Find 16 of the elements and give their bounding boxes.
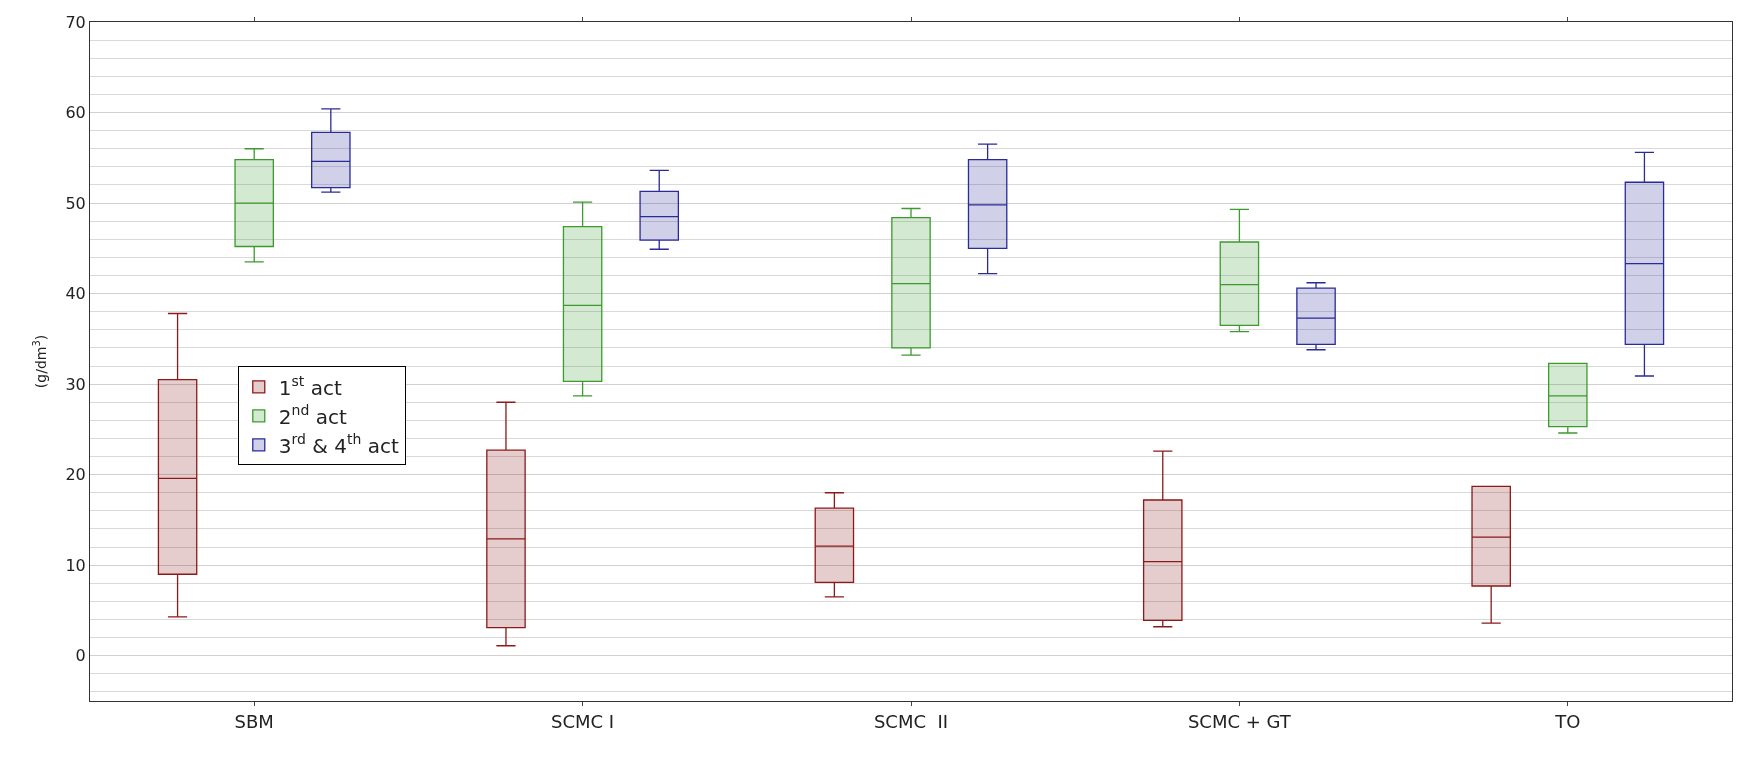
y-tick-label: 0 xyxy=(75,646,86,666)
y-tick-label: 20 xyxy=(65,465,86,485)
y-tick-label: 70 xyxy=(65,12,86,32)
y-tick-label: 30 xyxy=(65,374,86,394)
y-tick-label: 50 xyxy=(65,193,86,213)
x-tick-label: SCMC II xyxy=(873,710,949,732)
y-tick-label: 10 xyxy=(65,555,86,575)
x-tick-label: SCMC + GT xyxy=(1187,710,1292,732)
legend-label: 3$^{rd}$ & 4$^{th}$ act xyxy=(278,431,399,458)
legend-label: 1$^{st}$ act xyxy=(278,373,342,400)
x-tick-label: SBM xyxy=(234,710,274,732)
x-tick-label: SCMC I xyxy=(551,710,615,732)
x-tick-label: TO xyxy=(1554,710,1581,732)
y-tick-label: 60 xyxy=(65,103,86,123)
legend-label: 2$^{nd}$ act xyxy=(278,402,347,429)
y-tick-label: 40 xyxy=(65,284,86,304)
